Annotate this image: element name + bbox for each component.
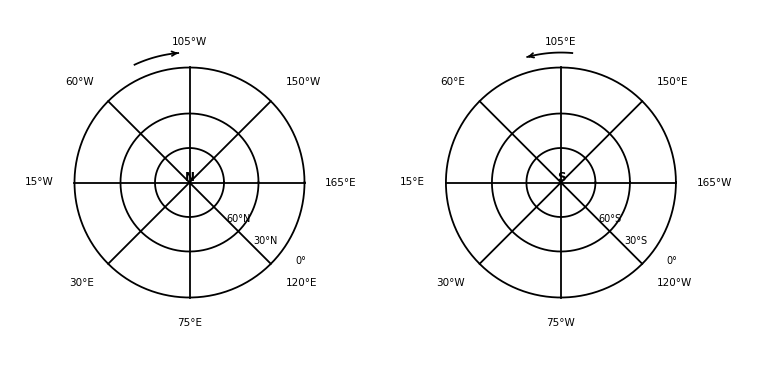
Text: 30°S: 30°S [625, 236, 647, 246]
Text: 30°E: 30°E [69, 278, 93, 288]
Text: 0°: 0° [295, 256, 306, 266]
Text: 105°E: 105°E [545, 37, 577, 47]
Text: 15°W: 15°W [25, 177, 54, 188]
Text: 120°E: 120°E [286, 278, 317, 288]
Text: S: S [556, 172, 565, 184]
Text: 60°S: 60°S [598, 214, 621, 223]
Text: 75°W: 75°W [547, 318, 575, 328]
Text: 165°W: 165°W [697, 177, 732, 188]
Text: 30°W: 30°W [437, 278, 465, 288]
Text: 75°E: 75°E [177, 318, 202, 328]
Text: 165°E: 165°E [325, 177, 357, 188]
Text: N: N [184, 172, 195, 184]
Text: 60°W: 60°W [65, 77, 93, 87]
Text: 120°W: 120°W [657, 278, 692, 288]
Text: 30°N: 30°N [253, 236, 277, 246]
Text: 60°N: 60°N [227, 214, 251, 223]
Text: 60°E: 60°E [440, 77, 465, 87]
Text: 105°W: 105°W [172, 37, 207, 47]
Text: 0°: 0° [666, 256, 678, 266]
Text: 15°E: 15°E [400, 177, 425, 188]
Text: 150°E: 150°E [657, 77, 688, 87]
Text: 150°W: 150°W [286, 77, 321, 87]
